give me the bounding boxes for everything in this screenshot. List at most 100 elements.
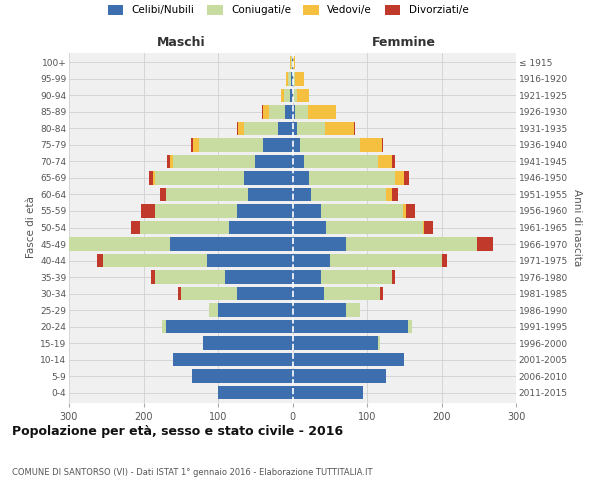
Bar xyxy=(278,122,293,135)
Bar xyxy=(386,188,392,201)
Bar xyxy=(423,220,424,234)
Bar xyxy=(141,204,155,218)
Bar xyxy=(382,138,383,151)
Bar xyxy=(192,370,293,383)
Bar xyxy=(293,320,408,334)
Bar xyxy=(166,320,293,334)
Bar xyxy=(424,220,433,234)
Bar xyxy=(293,204,321,218)
Bar xyxy=(346,304,359,317)
Bar xyxy=(325,122,353,135)
Bar xyxy=(395,171,404,184)
Bar xyxy=(408,320,412,334)
Bar xyxy=(284,88,290,102)
Bar xyxy=(236,204,293,218)
Bar xyxy=(285,105,293,118)
Bar xyxy=(236,122,238,135)
Bar xyxy=(293,270,321,284)
Bar xyxy=(293,386,363,400)
Bar xyxy=(311,188,386,201)
Bar xyxy=(50,237,170,251)
Bar xyxy=(288,72,291,86)
Bar xyxy=(392,188,398,201)
Bar xyxy=(131,220,140,234)
Bar xyxy=(476,237,493,251)
Bar xyxy=(162,320,166,334)
Bar xyxy=(293,254,330,268)
Bar xyxy=(292,56,293,69)
Bar xyxy=(359,138,382,151)
Y-axis label: Fasce di età: Fasce di età xyxy=(26,196,36,258)
Bar xyxy=(173,154,255,168)
Bar xyxy=(244,122,278,135)
Bar xyxy=(403,204,406,218)
Bar xyxy=(308,105,337,118)
Bar xyxy=(103,254,207,268)
Bar xyxy=(442,254,448,268)
Legend: Celibi/Nubili, Coniugati/e, Vedovi/e, Divorziati/e: Celibi/Nubili, Coniugati/e, Vedovi/e, Di… xyxy=(107,5,469,15)
Text: COMUNE DI SANTORSO (VI) - Dati ISTAT 1° gennaio 2016 - Elaborazione TUTTITALIA.I: COMUNE DI SANTORSO (VI) - Dati ISTAT 1° … xyxy=(12,468,373,477)
Bar xyxy=(293,88,297,102)
Bar xyxy=(290,56,291,69)
Bar xyxy=(293,287,324,300)
Bar xyxy=(293,105,295,118)
Bar xyxy=(297,122,325,135)
Bar xyxy=(346,237,476,251)
Bar xyxy=(140,220,229,234)
Bar xyxy=(293,154,304,168)
Bar xyxy=(321,270,392,284)
Bar xyxy=(248,188,293,201)
Bar xyxy=(207,254,293,268)
Bar xyxy=(97,254,103,268)
Bar xyxy=(263,105,269,118)
Bar xyxy=(295,72,304,86)
Bar xyxy=(290,88,293,102)
Bar xyxy=(209,304,218,317)
Bar xyxy=(218,304,293,317)
Bar xyxy=(293,56,295,69)
Bar xyxy=(293,122,297,135)
Bar xyxy=(170,237,293,251)
Bar xyxy=(293,138,300,151)
Bar xyxy=(293,72,295,86)
Bar xyxy=(353,122,355,135)
Bar xyxy=(226,270,293,284)
Bar xyxy=(151,270,155,284)
Text: Maschi: Maschi xyxy=(157,36,205,49)
Y-axis label: Anni di nascita: Anni di nascita xyxy=(572,189,582,266)
Bar xyxy=(153,171,155,184)
Bar xyxy=(309,171,395,184)
Bar xyxy=(293,188,311,201)
Bar xyxy=(236,287,293,300)
Bar xyxy=(291,72,293,86)
Bar xyxy=(155,171,244,184)
Bar xyxy=(160,188,166,201)
Bar xyxy=(380,287,383,300)
Bar xyxy=(293,237,346,251)
Bar xyxy=(263,138,293,151)
Bar xyxy=(218,386,293,400)
Bar xyxy=(293,353,404,366)
Bar xyxy=(244,171,293,184)
Bar xyxy=(293,220,326,234)
Bar xyxy=(326,220,423,234)
Bar xyxy=(229,220,293,234)
Bar xyxy=(330,254,442,268)
Bar xyxy=(293,370,386,383)
Bar xyxy=(170,154,173,168)
Bar xyxy=(193,138,199,151)
Bar xyxy=(406,204,415,218)
Bar xyxy=(173,353,293,366)
Bar xyxy=(281,88,284,102)
Bar xyxy=(191,138,193,151)
Bar xyxy=(293,171,309,184)
Bar xyxy=(378,154,392,168)
Bar xyxy=(37,237,50,251)
Bar xyxy=(155,270,226,284)
Bar xyxy=(255,154,293,168)
Bar xyxy=(149,171,153,184)
Bar xyxy=(262,105,263,118)
Text: Popolazione per età, sesso e stato civile - 2016: Popolazione per età, sesso e stato civil… xyxy=(12,425,343,438)
Bar xyxy=(295,105,308,118)
Bar xyxy=(291,56,292,69)
